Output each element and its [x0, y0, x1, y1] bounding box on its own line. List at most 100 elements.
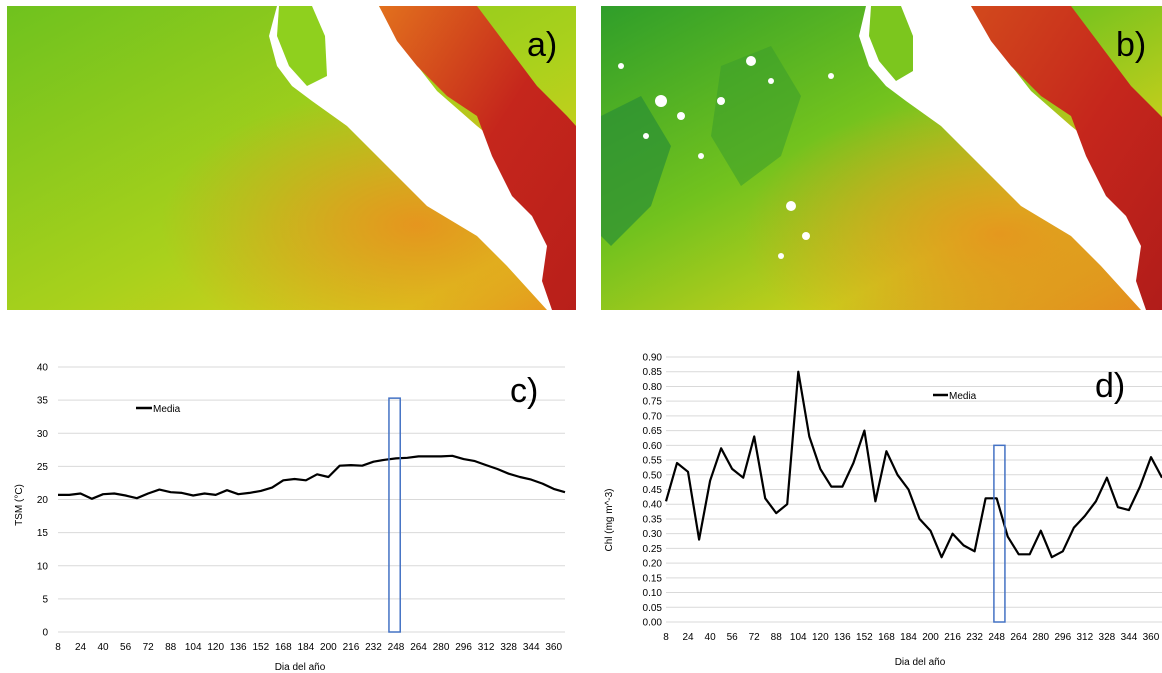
- d-y-axis-title: Chl (mg m^-3): [604, 488, 615, 551]
- c-legend-label: Media: [153, 404, 181, 415]
- c-y-tick: 25: [37, 462, 49, 473]
- d-x-tick: 8: [663, 632, 669, 643]
- d-y-tick: 0.30: [643, 529, 663, 540]
- panel-label-a: a): [527, 26, 557, 64]
- d-x-tick: 72: [749, 632, 761, 643]
- c-x-tick: 184: [298, 642, 315, 653]
- d-y-tick: 0.80: [643, 382, 663, 393]
- c-y-tick: 20: [37, 495, 49, 506]
- c-x-tick: 120: [207, 642, 224, 653]
- c-x-tick: 360: [545, 642, 562, 653]
- d-x-axis-title: Dia del año: [895, 657, 946, 668]
- d-x-tick: 56: [727, 632, 739, 643]
- d-x-tick: 280: [1032, 632, 1049, 643]
- d-x-tick: 328: [1099, 632, 1116, 643]
- sst-line-chart: 0 5 10 15 20 25 30 35 40 8 24 40 56 72 88 104 120 136 152…: [14, 363, 566, 673]
- c-x-tick: 280: [433, 642, 450, 653]
- c-x-tick: 56: [120, 642, 132, 653]
- c-highlight-box: [388, 397, 401, 633]
- c-series-line: [58, 454, 566, 500]
- d-x-tick: 104: [790, 632, 807, 643]
- c-x-tick: 152: [252, 642, 269, 653]
- c-y-tick: 10: [37, 561, 49, 572]
- d-y-tick: 0.75: [643, 397, 663, 408]
- d-x-tick: 360: [1143, 632, 1160, 643]
- c-x-axis-title: Dia del año: [275, 662, 326, 673]
- c-y-tick: 40: [37, 363, 49, 374]
- c-x-tick: 72: [143, 642, 155, 653]
- d-y-tick: 0.70: [643, 411, 663, 422]
- panel-label-d: d): [1095, 367, 1125, 405]
- c-x-tick: 24: [75, 642, 87, 653]
- d-y-tick: 0.40: [643, 500, 663, 511]
- d-highlight-box: [993, 444, 1006, 623]
- c-x-tick: 216: [343, 642, 360, 653]
- d-y-tick: 0.15: [643, 573, 663, 584]
- d-y-tick: 0.60: [643, 441, 663, 452]
- d-y-tick-labels: 0.00 0.05 0.10 0.15 0.20 0.25 0.30 0.35 0.40 0.45…: [643, 353, 663, 629]
- d-y-tick: 0.20: [643, 559, 663, 570]
- c-x-tick: 312: [478, 642, 495, 653]
- c-x-tick: 328: [500, 642, 517, 653]
- d-x-tick: 152: [856, 632, 873, 643]
- d-y-tick: 0.05: [643, 603, 663, 614]
- d-y-tick: 0.90: [643, 353, 663, 364]
- panel-label-c: c): [510, 372, 538, 410]
- c-y-tick: 35: [37, 396, 49, 407]
- panel-label-b: b): [1116, 26, 1146, 64]
- d-series-group: [664, 370, 1162, 559]
- c-x-tick: 232: [365, 642, 382, 653]
- d-x-tick-labels: 8 24 40 56 72 88 104 120 136 152 168 184 200 216 232 24…: [663, 632, 1160, 643]
- c-x-tick: 200: [320, 642, 337, 653]
- d-x-tick: 168: [878, 632, 895, 643]
- d-x-tick: 312: [1077, 632, 1094, 643]
- chl-line-chart: 0.00 0.05 0.10 0.15 0.20 0.25 0.30 0.35 0.40 0.45…: [604, 353, 1162, 668]
- c-x-tick: 296: [455, 642, 472, 653]
- c-x-tick: 8: [55, 642, 61, 653]
- d-x-tick: 216: [944, 632, 961, 643]
- d-x-tick: 264: [1010, 632, 1027, 643]
- d-x-tick: 344: [1121, 632, 1138, 643]
- c-legend: Media: [136, 404, 181, 415]
- d-y-tick: 0.00: [643, 618, 663, 629]
- d-x-tick: 40: [705, 632, 717, 643]
- d-y-tick: 0.65: [643, 426, 663, 437]
- c-x-tick-labels: 8 24 40 56 72 88 104 120 136 152 168 184 200 216 232 24…: [55, 642, 562, 653]
- c-gridlines: [58, 366, 565, 633]
- d-x-tick: 296: [1054, 632, 1071, 643]
- d-gridlines: [666, 356, 1162, 623]
- d-x-tick: 88: [771, 632, 783, 643]
- c-x-tick: 40: [98, 642, 110, 653]
- d-x-tick: 24: [682, 632, 694, 643]
- d-y-tick: 0.35: [643, 514, 663, 525]
- c-y-tick-labels: 0 5 10 15 20 25 30 35 40: [37, 363, 49, 639]
- c-y-tick: 15: [37, 528, 49, 539]
- d-y-tick: 0.85: [643, 367, 663, 378]
- c-series-group: [58, 454, 566, 500]
- d-x-tick: 232: [966, 632, 983, 643]
- d-x-tick: 248: [988, 632, 1005, 643]
- d-x-tick: 200: [922, 632, 939, 643]
- d-series-line: [664, 370, 1162, 559]
- c-y-axis-title: TSM (°C): [14, 484, 25, 526]
- c-x-tick: 344: [523, 642, 540, 653]
- c-x-tick: 104: [185, 642, 202, 653]
- d-x-tick: 136: [834, 632, 851, 643]
- d-y-tick: 0.55: [643, 456, 663, 467]
- c-x-tick: 264: [410, 642, 427, 653]
- d-x-tick: 184: [900, 632, 917, 643]
- d-legend-label: Media: [949, 391, 977, 402]
- d-y-tick: 0.45: [643, 485, 663, 496]
- c-x-tick: 136: [230, 642, 247, 653]
- c-x-tick: 168: [275, 642, 292, 653]
- d-y-tick: 0.25: [643, 544, 663, 555]
- sst-map: a): [7, 6, 576, 310]
- c-x-tick: 88: [165, 642, 177, 653]
- chl-map: b): [601, 6, 1162, 310]
- d-legend: Media: [933, 391, 977, 402]
- c-y-tick: 30: [37, 429, 49, 440]
- c-y-tick: 0: [42, 628, 48, 639]
- d-y-tick: 0.10: [643, 588, 663, 599]
- d-x-tick: 120: [812, 632, 829, 643]
- d-y-tick: 0.50: [643, 470, 663, 481]
